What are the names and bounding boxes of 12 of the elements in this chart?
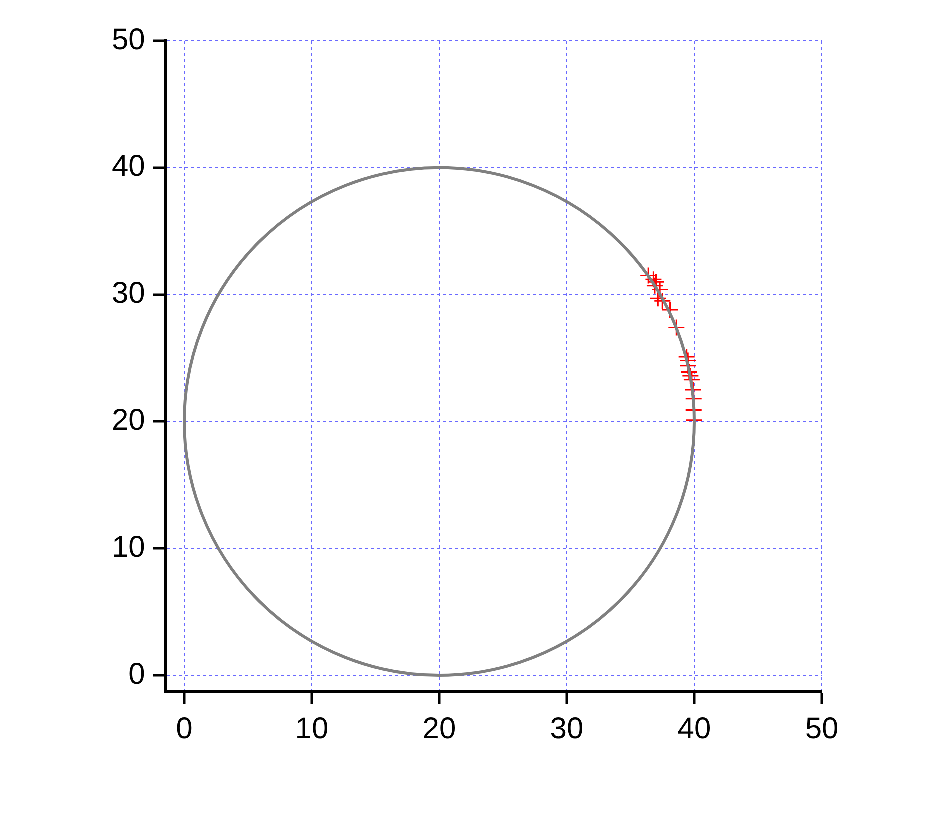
x-tick-label: 0 — [176, 712, 193, 746]
y-tick-label: 40 — [112, 150, 146, 184]
x-tick-label: 10 — [295, 712, 329, 746]
x-tick-label: 30 — [550, 712, 584, 746]
x-tick-label: 20 — [422, 712, 456, 746]
y-tick-label: 50 — [112, 23, 146, 56]
x-tick-label: 50 — [805, 712, 839, 746]
y-tick-label: 30 — [112, 277, 146, 310]
y-tick-label: 20 — [112, 404, 146, 437]
y-tick-label: 10 — [112, 530, 146, 564]
y-tick-label: 0 — [128, 658, 146, 691]
x-tick-label: 40 — [678, 712, 712, 746]
